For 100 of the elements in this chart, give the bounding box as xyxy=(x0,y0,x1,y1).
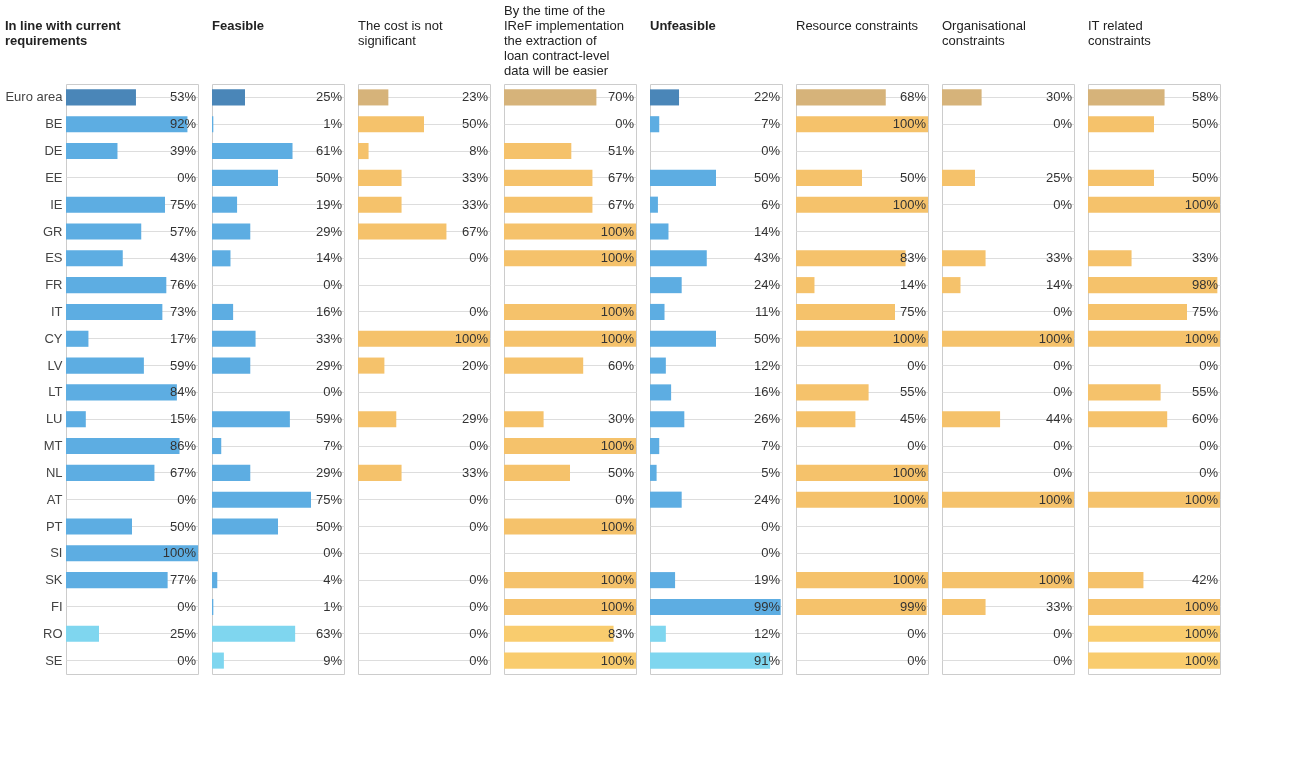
data-label: 100% xyxy=(600,652,635,668)
data-label: 50% xyxy=(899,169,927,185)
data-label: 11% xyxy=(754,303,781,319)
bar xyxy=(66,330,89,347)
data-label: 24% xyxy=(753,491,781,507)
data-label: 0% xyxy=(761,143,781,159)
data-label: 16% xyxy=(753,384,781,400)
data-label: 61% xyxy=(315,143,343,159)
bar xyxy=(796,384,869,401)
bar xyxy=(212,625,296,642)
y-tick-label: RO xyxy=(43,625,63,641)
data-label: 33% xyxy=(461,464,489,480)
data-label: 0% xyxy=(907,652,927,668)
bar xyxy=(1088,652,1220,669)
data-label: 9% xyxy=(323,652,343,668)
data-label: 14% xyxy=(899,277,927,293)
data-label: 100% xyxy=(600,250,635,266)
bar xyxy=(942,411,1001,428)
bar xyxy=(796,89,886,106)
bar xyxy=(66,357,144,374)
data-label: 14% xyxy=(753,223,781,239)
data-label: 43% xyxy=(169,250,197,266)
bar xyxy=(504,169,593,186)
data-label: 0% xyxy=(177,169,197,185)
data-label: 1% xyxy=(323,116,343,132)
y-tick-label: PT xyxy=(45,518,63,534)
bar xyxy=(796,598,927,615)
data-label: 0% xyxy=(1053,116,1073,132)
bar xyxy=(650,196,658,213)
bar xyxy=(942,330,1074,347)
bar xyxy=(358,464,402,481)
data-label: 0% xyxy=(1053,384,1073,400)
bar xyxy=(66,625,99,642)
data-label: 100% xyxy=(600,223,635,239)
bar xyxy=(358,89,389,106)
data-label: 0% xyxy=(469,438,489,454)
bar xyxy=(650,411,685,428)
data-label: 0% xyxy=(1053,303,1073,319)
bar xyxy=(66,545,198,562)
chart-title: Feasible xyxy=(212,18,265,33)
data-label: 12% xyxy=(753,625,781,641)
data-label: 59% xyxy=(315,411,343,427)
bar xyxy=(1088,491,1220,508)
data-label: 0% xyxy=(1053,625,1073,641)
bar xyxy=(66,277,167,294)
data-label: 8% xyxy=(469,143,489,159)
data-label: 100% xyxy=(892,464,927,480)
data-label: 0% xyxy=(907,438,927,454)
data-label: 100% xyxy=(1038,491,1073,507)
bar xyxy=(650,169,716,186)
bar xyxy=(650,464,657,481)
bar xyxy=(504,357,584,374)
data-label: 59% xyxy=(169,357,197,373)
data-label: 0% xyxy=(469,491,489,507)
data-label: 67% xyxy=(461,223,489,239)
data-label: 0% xyxy=(177,491,197,507)
data-label: 25% xyxy=(169,625,197,641)
bar xyxy=(66,250,123,267)
y-tick-label: NL xyxy=(45,464,63,480)
bar xyxy=(1088,625,1220,642)
data-label: 58% xyxy=(1191,89,1219,105)
data-label: 30% xyxy=(607,411,635,427)
data-label: 100% xyxy=(1184,491,1219,507)
y-tick-label: Euro area xyxy=(5,89,64,105)
chart-title: By the time of the IReF implementation the extraction of loan contract-level data will be easier xyxy=(504,3,624,78)
chart-title: IT related constraints xyxy=(1088,18,1152,48)
data-label: 0% xyxy=(907,625,927,641)
data-label: 25% xyxy=(1045,169,1073,185)
data-label: 99% xyxy=(899,598,927,614)
data-label: 0% xyxy=(177,598,197,614)
data-label: 29% xyxy=(315,223,343,239)
bar xyxy=(504,196,593,213)
data-label: 7% xyxy=(323,438,343,454)
bar xyxy=(212,491,311,508)
bar xyxy=(66,518,132,535)
bar xyxy=(66,464,155,481)
data-label: 100% xyxy=(600,438,635,454)
data-label: 75% xyxy=(899,303,927,319)
bar xyxy=(1088,169,1154,186)
bar xyxy=(66,223,142,240)
bar xyxy=(504,89,597,106)
data-label: 67% xyxy=(169,464,197,480)
data-label: 22% xyxy=(753,89,781,105)
data-label: 6% xyxy=(761,196,781,212)
bar xyxy=(504,652,636,669)
y-tick-label: AT xyxy=(46,491,63,507)
data-label: 17% xyxy=(169,330,197,346)
bar xyxy=(1088,572,1144,589)
bar xyxy=(358,196,402,213)
data-label: 77% xyxy=(169,572,197,588)
data-label: 99% xyxy=(753,598,781,614)
bar xyxy=(504,438,636,455)
bar xyxy=(504,330,636,347)
bar xyxy=(504,572,636,589)
y-tick-label: GR xyxy=(43,223,63,239)
data-label: 100% xyxy=(892,491,927,507)
y-tick-label: SE xyxy=(45,652,63,668)
y-tick-label: FR xyxy=(45,277,63,293)
bar xyxy=(504,143,572,160)
bar xyxy=(650,357,666,374)
